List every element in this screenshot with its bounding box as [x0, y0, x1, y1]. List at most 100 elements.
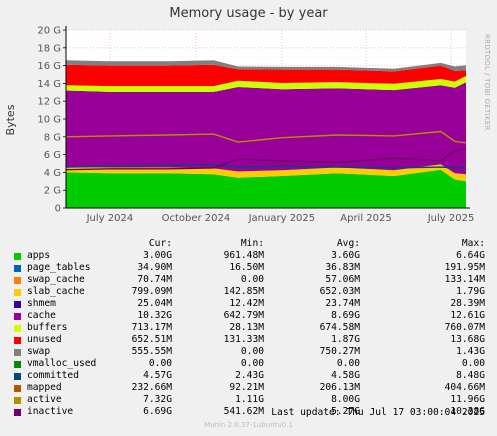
- legend-max: 760.07M: [444, 322, 485, 333]
- legend-row-shmem: shmem 25.04M 12.42M 23.74M 28.39M: [0, 298, 497, 310]
- legend-cur: 70.74M: [137, 274, 172, 285]
- y-tick-label: 4 G: [44, 168, 61, 179]
- munin-version: Munin 2.0.37-1ubuntu0.1: [204, 421, 293, 429]
- legend-row-page-tables: page_tables 34.90M 16.50M 36.83M 191.95M: [0, 262, 497, 274]
- legend-min: 142.85M: [223, 286, 264, 297]
- legend-swatch: [14, 301, 21, 308]
- area-unused: [66, 64, 466, 87]
- last-update: Last update: Thu Jul 17 03:00:04 2025: [271, 407, 485, 418]
- legend-max: 133.14M: [444, 274, 485, 285]
- header-avg: Avg:: [336, 238, 360, 249]
- legend-name: slab_cache: [27, 286, 85, 297]
- legend-max: 1.43G: [456, 346, 485, 357]
- legend-avg: 674.58M: [319, 322, 360, 333]
- legend-swatch: [14, 409, 21, 416]
- y-tick-label: 8 G: [44, 132, 61, 143]
- legend-row-unused: unused 652.51M 131.33M 1.87G 13.68G: [0, 334, 497, 346]
- legend-cur: 25.04M: [137, 298, 172, 309]
- legend-swatch: [14, 337, 21, 344]
- legend-name: page_tables: [27, 262, 91, 273]
- line-series: [65, 130, 467, 171]
- legend-cur: 6.69G: [143, 406, 172, 417]
- rrdtool-credit: RRDTOOL / TOBI OETIKER: [483, 34, 491, 131]
- legend-avg: 652.03M: [319, 286, 360, 297]
- y-axis-label: Bytes: [4, 104, 17, 135]
- legend-header: Cur: Min: Avg: Max:: [0, 238, 497, 250]
- legend-cur: 799.09M: [131, 286, 172, 297]
- legend-min: 92.21M: [229, 382, 264, 393]
- legend-min: 961.48M: [223, 250, 264, 261]
- legend-swatch: [14, 385, 21, 392]
- legend-max: 11.96G: [450, 394, 485, 405]
- y-tick-label: 2 G: [44, 186, 61, 197]
- legend-swatch: [14, 361, 21, 368]
- legend-name: active: [27, 394, 62, 405]
- legend-row-vmalloc-used: vmalloc_used 0.00 0.00 0.00 0.00: [0, 358, 497, 370]
- legend-max: 13.68G: [450, 334, 485, 345]
- legend-max: 12.61G: [450, 310, 485, 321]
- legend-cur: 7.32G: [143, 394, 172, 405]
- legend-row-swap-cache: swap_cache 70.74M 0.00 57.06M 133.14M: [0, 274, 497, 286]
- chart-title: Memory usage - by year: [169, 6, 328, 21]
- legend-max: 6.64G: [456, 250, 485, 261]
- area-swap: [66, 60, 466, 72]
- line-active: [65, 130, 467, 144]
- legend-swatch: [14, 289, 21, 296]
- legend-max: 28.39M: [450, 298, 485, 309]
- legend-min: 1.11G: [235, 394, 264, 405]
- legend-swatch: [14, 265, 21, 272]
- legend-name: committed: [27, 370, 79, 381]
- legend-name: unused: [27, 334, 62, 345]
- x-tick-label: October 2024: [162, 213, 231, 224]
- legend-avg: 23.74M: [325, 298, 360, 309]
- header-min: Min:: [240, 238, 264, 249]
- legend-row-active: active 7.32G 1.11G 8.00G 11.96G: [0, 394, 497, 406]
- area-buffers: [66, 76, 466, 92]
- y-tick-label: 10 G: [37, 115, 61, 126]
- legend-swatch: [14, 397, 21, 404]
- legend-avg: 1.87G: [331, 334, 360, 345]
- y-tick-label: 14 G: [37, 79, 61, 90]
- legend-row-committed: committed 4.57G 2.43G 4.58G 8.48G: [0, 370, 497, 382]
- legend-row-inactive: inactive 6.69G 541.62M 5.27G 10.38G: [0, 406, 497, 418]
- legend-min: 12.42M: [229, 298, 264, 309]
- area-series: [66, 60, 466, 208]
- legend-name: shmem: [27, 298, 56, 309]
- y-tick-label: 12 G: [37, 97, 61, 108]
- legend-name: swap: [27, 346, 51, 357]
- legend-max: 0.00: [461, 358, 485, 369]
- y-axis-ticks: 0 2 G 4 G 6 G 8 G 10 G 12 G 14 G 16 G 18 G 20 G: [37, 26, 66, 215]
- legend-avg: 5.27G: [331, 406, 360, 417]
- legend-avg: 206.13M: [319, 382, 360, 393]
- legend-cur: 713.17M: [131, 322, 172, 333]
- legend-max: 1.79G: [456, 286, 485, 297]
- legend-min: 131.33M: [223, 334, 264, 345]
- legend-avg: 36.83M: [325, 262, 360, 273]
- legend-cur: 652.51M: [131, 334, 172, 345]
- x-tick-label: April 2025: [340, 213, 391, 224]
- header-cur: Cur:: [148, 238, 172, 249]
- legend-swatch: [14, 325, 21, 332]
- legend-min: 0.00: [240, 274, 264, 285]
- legend-row-slab-cache: slab_cache 799.09M 142.85M 652.03M 1.79G: [0, 286, 497, 298]
- legend-cur: 232.66M: [131, 382, 172, 393]
- legend-row-mapped: mapped 232.66M 92.21M 206.13M 404.66M: [0, 382, 497, 394]
- legend-avg: 8.69G: [331, 310, 360, 321]
- legend-row-swap: swap 555.55M 0.00 750.27M 1.43G: [0, 346, 497, 358]
- legend-swatch: [14, 277, 21, 284]
- legend-avg: 57.06M: [325, 274, 360, 285]
- y-tick-label: 16 G: [37, 61, 61, 72]
- legend-cur: 3.00G: [143, 250, 172, 261]
- legend-min: 642.79M: [223, 310, 264, 321]
- legend-min: 0.00: [240, 358, 264, 369]
- legend-cur: 34.90M: [137, 262, 172, 273]
- legend-min: 28.13M: [229, 322, 264, 333]
- legend-avg: 4.58G: [331, 370, 360, 381]
- legend-name: inactive: [27, 406, 74, 417]
- legend-min: 541.62M: [223, 406, 264, 417]
- area-apps: [66, 169, 466, 208]
- legend-swatch: [14, 349, 21, 356]
- x-tick-label: January 2025: [248, 213, 316, 224]
- legend-name: cache: [27, 310, 56, 321]
- legend-row-cache: cache 10.32G 642.79M 8.69G 12.61G: [0, 310, 497, 322]
